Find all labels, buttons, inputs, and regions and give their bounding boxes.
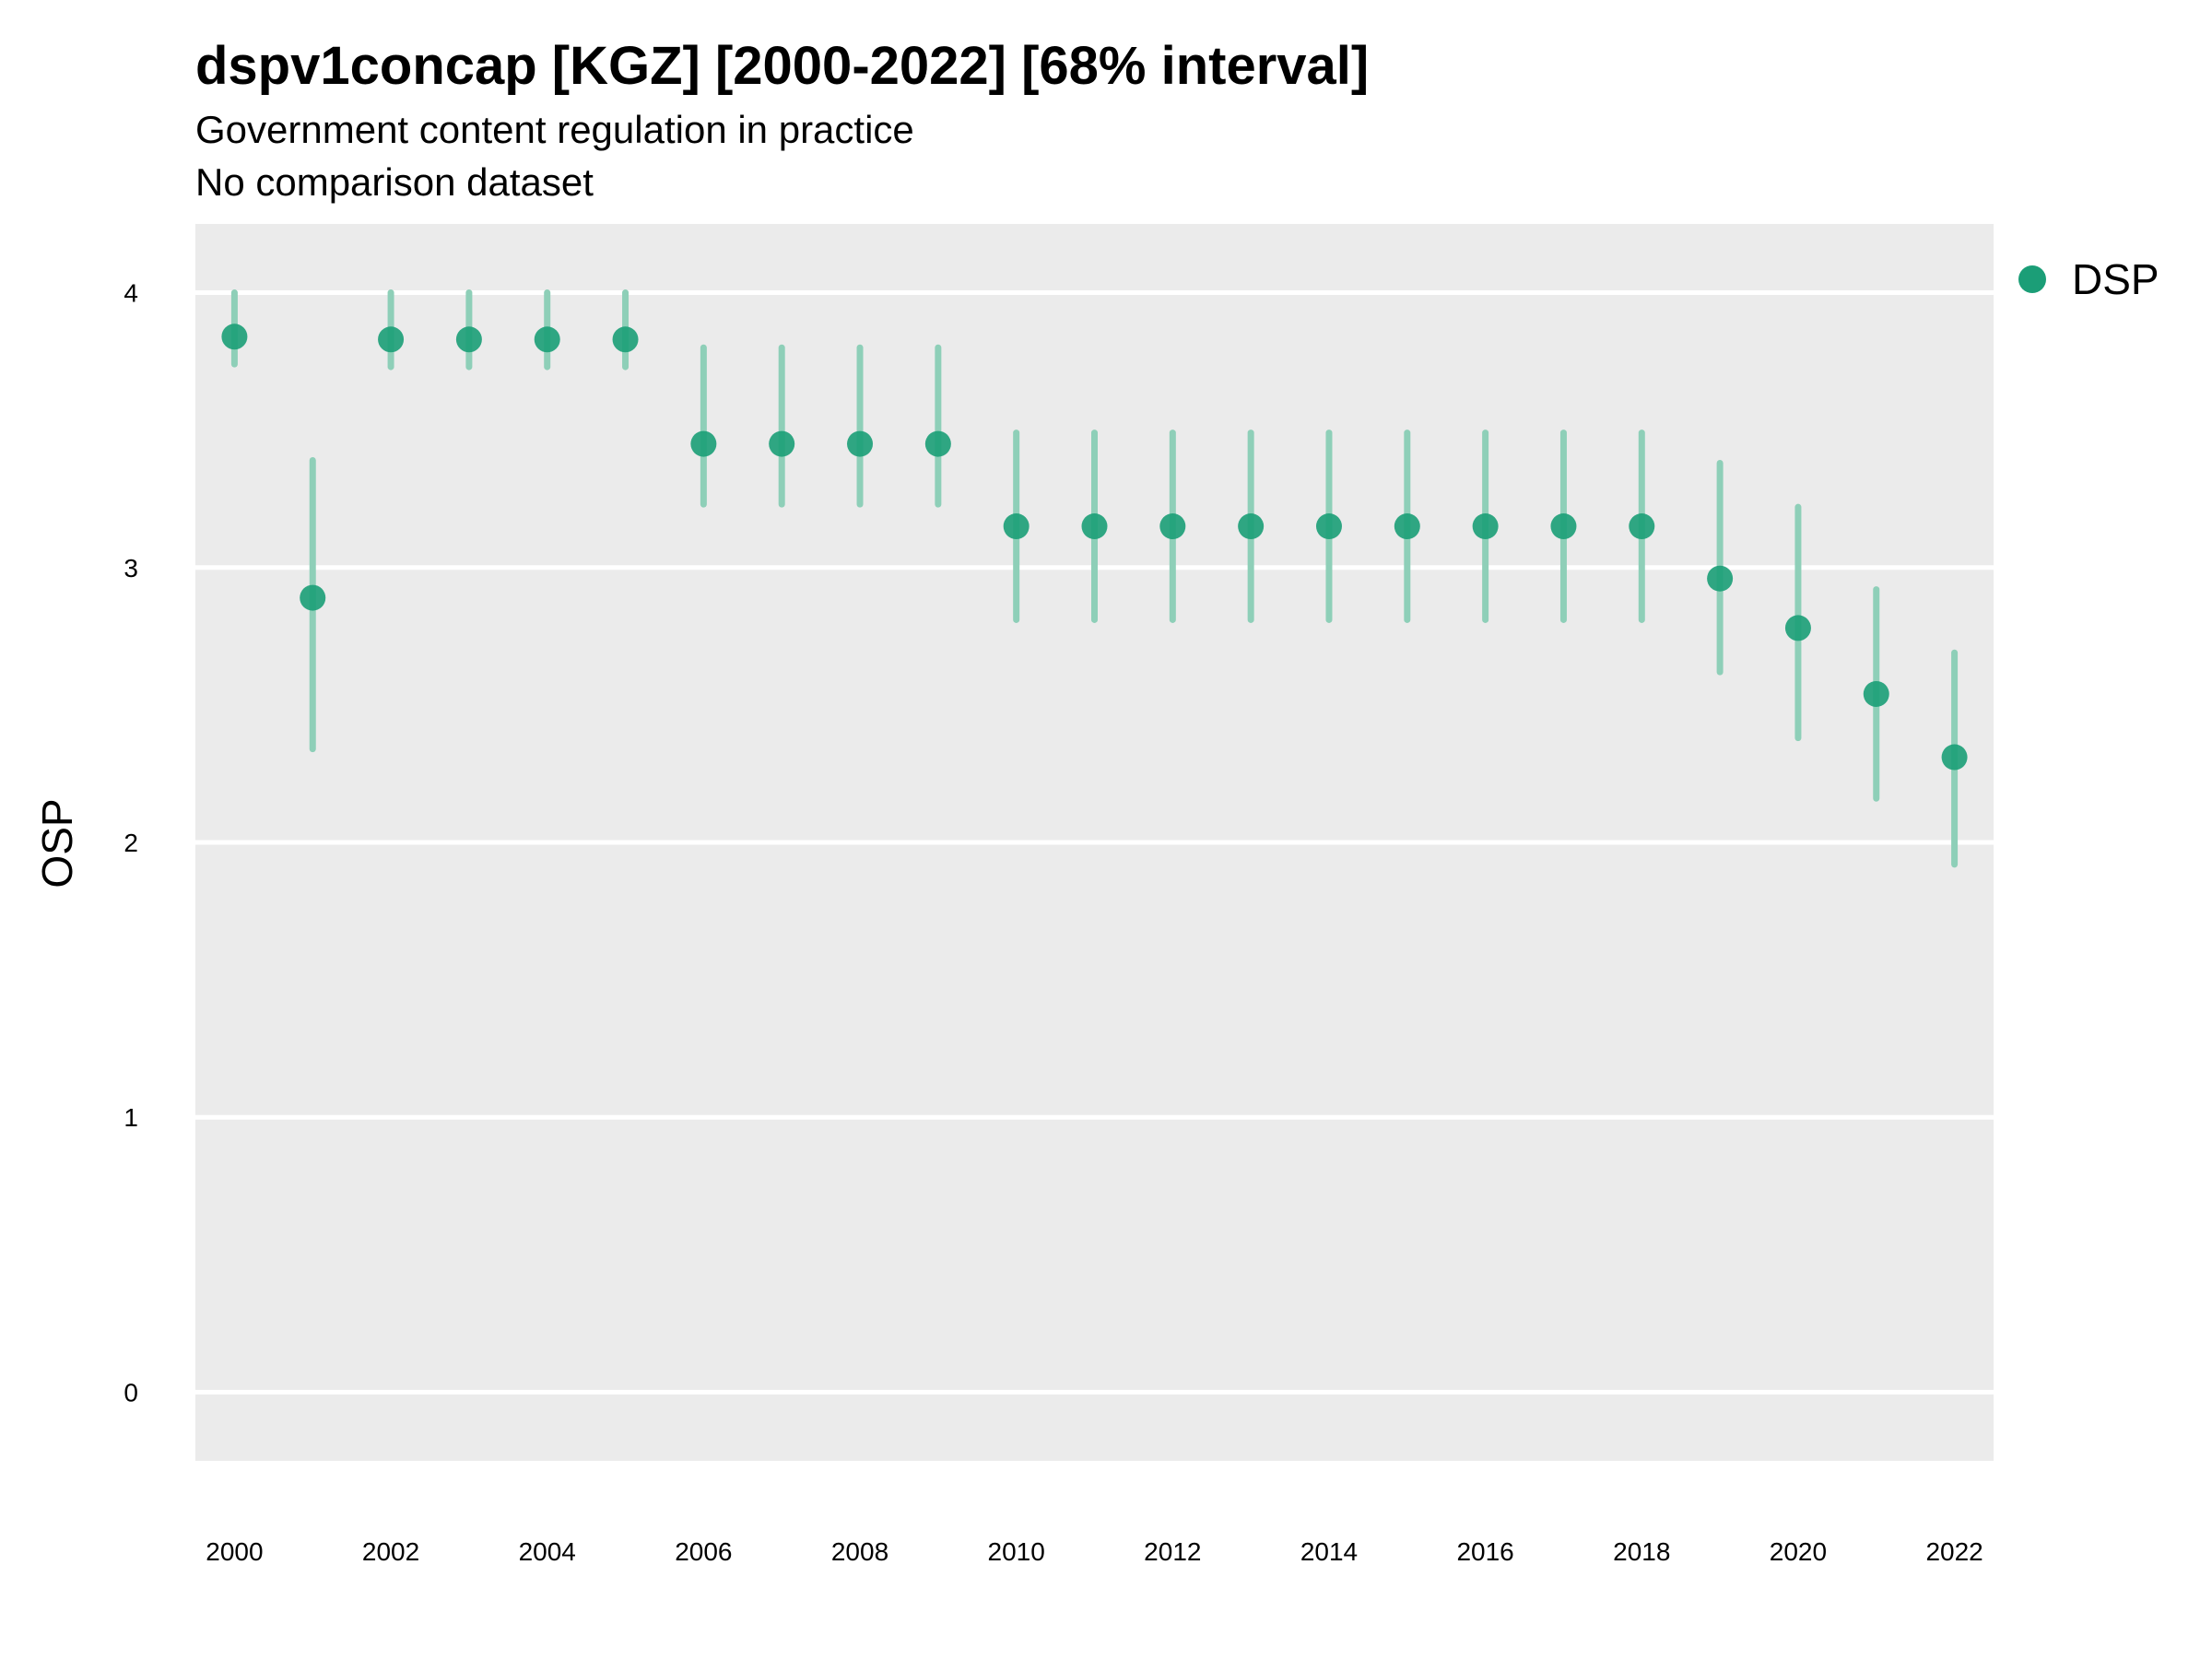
data-point xyxy=(1003,513,1030,540)
data-point xyxy=(690,430,717,457)
data-points xyxy=(221,324,1968,771)
x-tick-label: 2010 xyxy=(988,1537,1045,1566)
data-point xyxy=(455,326,482,353)
data-point xyxy=(378,326,405,353)
data-point xyxy=(1550,513,1577,540)
x-tick-label: 2008 xyxy=(831,1537,888,1566)
data-point xyxy=(769,430,795,457)
data-point xyxy=(612,326,639,353)
chart-subtitle: Government content regulation in practic… xyxy=(195,108,914,151)
legend-label-dsp: DSP xyxy=(2072,255,2159,303)
data-point xyxy=(1784,615,1811,641)
x-tick-label: 2020 xyxy=(1770,1537,1827,1566)
x-tick-label: 2016 xyxy=(1456,1537,1513,1566)
data-point xyxy=(1472,513,1499,540)
x-tick-label: 2012 xyxy=(1144,1537,1201,1566)
data-point xyxy=(300,584,326,611)
legend: DSP xyxy=(2018,254,2159,304)
x-tick-label: 2018 xyxy=(1613,1537,1670,1566)
data-point xyxy=(1315,513,1342,540)
chart-title: dspv1concap [KGZ] [2000-2022] [68% inter… xyxy=(195,36,1370,96)
x-tick-label: 2022 xyxy=(1925,1537,1983,1566)
legend-key-dsp xyxy=(2018,265,2046,293)
x-tick-label: 2014 xyxy=(1300,1537,1358,1566)
y-tick-label: 1 xyxy=(124,1103,138,1132)
data-point xyxy=(924,430,951,457)
data-point xyxy=(1629,513,1655,540)
x-tick-label: 2000 xyxy=(206,1537,263,1566)
data-point xyxy=(1394,513,1420,540)
data-point xyxy=(1863,680,1889,707)
y-tick-label: 4 xyxy=(124,279,138,308)
x-tick-label: 2002 xyxy=(362,1537,419,1566)
data-point xyxy=(221,324,248,350)
chart-subtitle-comparison: No comparison dataset xyxy=(195,160,594,204)
x-tick-label: 2006 xyxy=(675,1537,732,1566)
y-tick-label: 2 xyxy=(124,829,138,857)
data-point xyxy=(534,326,560,353)
data-point xyxy=(1081,513,1108,540)
data-point xyxy=(1238,513,1265,540)
data-point xyxy=(1707,565,1734,592)
x-tick-labels: 2000 2002 2004 2006 2008 2010 2012 2014 2016 2018… xyxy=(206,1537,1983,1566)
data-point xyxy=(1941,744,1968,771)
data-point xyxy=(1159,513,1186,540)
y-tick-labels: 0 1 2 3 4 xyxy=(124,279,138,1407)
y-tick-label: 0 xyxy=(124,1378,138,1406)
data-point xyxy=(847,430,874,457)
y-tick-label: 3 xyxy=(124,554,138,582)
x-tick-label: 2004 xyxy=(519,1537,576,1566)
